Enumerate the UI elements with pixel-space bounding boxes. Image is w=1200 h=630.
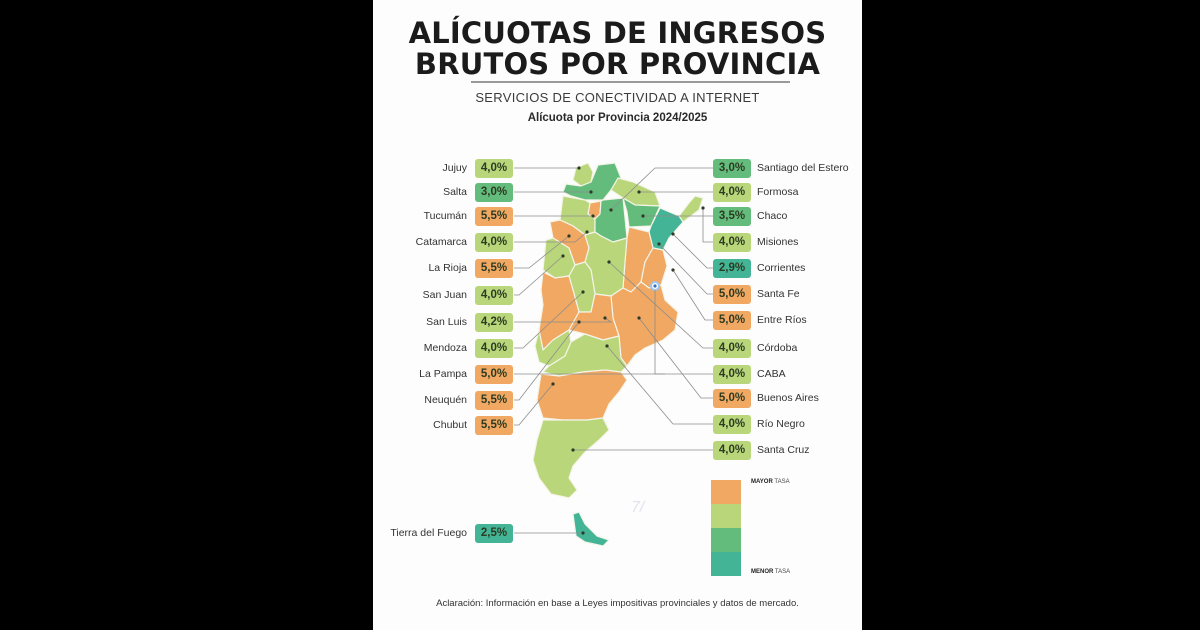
legend-swatch-mid-high <box>711 504 741 528</box>
label-corrientes: 2,9% Corrientes <box>713 258 805 278</box>
infographic-panel: ALÍCUOTAS DE INGRESOS BRUTOS POR PROVINC… <box>373 0 862 630</box>
title-divider <box>471 81 790 83</box>
label-neuquen: Neuquén 5,5% <box>424 390 513 410</box>
province-dots <box>551 166 705 535</box>
legend-swatch-mid-low <box>711 528 741 552</box>
rate-badge: 4,0% <box>475 232 513 252</box>
label-la-pampa: La Pampa 5,0% <box>419 364 513 384</box>
title-line-2: BRUTOS POR PROVINCIA <box>414 47 821 81</box>
rate-badge: 5,5% <box>475 206 513 226</box>
rate-badge: 3,5% <box>713 206 751 226</box>
province-misiones <box>678 195 704 223</box>
rate-badge: 5,0% <box>475 364 513 384</box>
rate-badge: 4,0% <box>475 338 513 358</box>
malvinas-mark: 7/ <box>631 499 646 516</box>
label-santiago-del-estero: 3,0% Santiago del Estero <box>713 158 849 178</box>
legend-label-high: MAYOR TASA <box>751 479 790 485</box>
label-salta: Salta 3,0% <box>443 182 513 202</box>
province-tierra-del-fuego <box>572 511 610 547</box>
label-santa-cruz: 4,0% Santa Cruz <box>713 440 810 460</box>
rate-badge: 3,0% <box>713 158 751 178</box>
label-chubut: Chubut 5,5% <box>433 415 513 435</box>
rate-badge: 5,0% <box>713 388 751 408</box>
rate-badge: 4,0% <box>475 285 513 305</box>
rate-badge: 4,0% <box>475 158 513 178</box>
argentina-map: 7/ <box>514 162 715 547</box>
province-santa-cruz <box>532 417 610 499</box>
rate-badge: 5,5% <box>475 415 513 435</box>
label-la-rioja: La Rioja 5,5% <box>428 258 513 278</box>
province-chubut <box>536 369 628 421</box>
rate-badge: 4,0% <box>713 232 751 252</box>
rate-badge: 5,5% <box>475 390 513 410</box>
rate-badge: 5,0% <box>713 310 751 330</box>
rate-badge: 4,0% <box>713 338 751 358</box>
label-rio-negro: 4,0% Río Negro <box>713 414 805 434</box>
label-chaco: 3,5% Chaco <box>713 206 787 226</box>
legend-label-low: MENOR TASA <box>751 569 791 575</box>
label-misiones: 4,0% Misiones <box>713 232 798 252</box>
label-san-juan: San Juan 4,0% <box>423 285 513 305</box>
rate-badge: 4,2% <box>475 312 513 332</box>
label-mendoza: Mendoza 4,0% <box>424 338 513 358</box>
rate-badge: 4,0% <box>713 364 751 384</box>
title-line-1: ALÍCUOTAS DE INGRESOS <box>408 16 827 50</box>
legend-swatch-low <box>711 552 741 576</box>
leader-lines-left <box>514 167 665 534</box>
label-formosa: 4,0% Formosa <box>713 182 798 202</box>
rate-badge: 2,9% <box>713 258 751 278</box>
leader-lines-right <box>573 167 715 451</box>
rate-badge: 3,0% <box>475 182 513 202</box>
subtitle: SERVICIOS DE CONECTIVIDAD A INTERNET <box>475 90 760 105</box>
footnote: Aclaración: Información en base a Leyes … <box>436 598 799 609</box>
rate-badge: 4,0% <box>713 182 751 202</box>
rate-badge: 5,5% <box>475 258 513 278</box>
page-title: ALÍCUOTAS DE INGRESOS BRUTOS POR PROVINC… <box>373 18 862 80</box>
label-catamarca: Catamarca 4,0% <box>416 232 513 252</box>
color-legend <box>711 480 741 576</box>
label-santa-fe: 5,0% Santa Fe <box>713 284 800 304</box>
label-tierra-del-fuego: Tierra del Fuego 2,5% <box>390 523 513 543</box>
province-la-pampa <box>568 293 620 341</box>
rate-badge: 4,0% <box>713 414 751 434</box>
province-salta <box>562 162 622 201</box>
label-cordoba: 4,0% Córdoba <box>713 338 797 358</box>
label-buenos-aires: 5,0% Buenos Aires <box>713 388 819 408</box>
rate-badge: 5,0% <box>713 284 751 304</box>
label-tucuman: Tucumán 5,5% <box>424 206 513 226</box>
rate-badge: 2,5% <box>475 523 513 543</box>
label-san-luis: San Luis 4,2% <box>426 312 513 332</box>
label-entre-rios: 5,0% Entre Ríos <box>713 310 807 330</box>
period-label: Alícuota por Provincia 2024/2025 <box>527 112 708 124</box>
rate-badge: 4,0% <box>713 440 751 460</box>
legend-swatch-high <box>711 480 741 504</box>
label-jujuy: Jujuy 4,0% <box>442 158 513 178</box>
label-caba: 4,0% CABA <box>713 364 786 384</box>
